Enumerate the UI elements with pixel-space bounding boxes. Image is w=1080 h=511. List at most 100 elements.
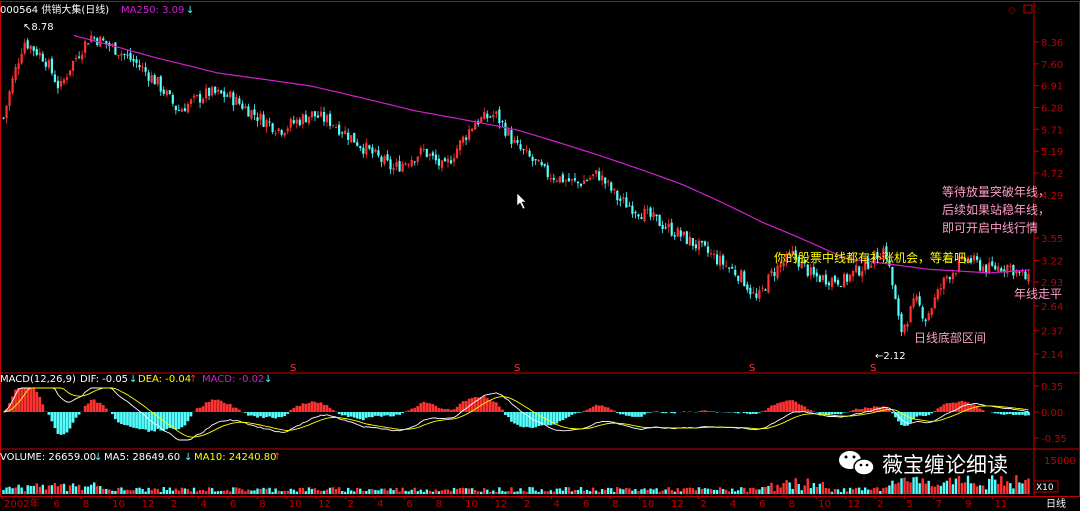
candle-body xyxy=(331,125,335,127)
candle-body xyxy=(398,160,401,172)
candle-body xyxy=(592,174,595,176)
candle-body xyxy=(595,170,598,174)
watermark: 薇宝缠论细读 xyxy=(839,451,1008,477)
candle-body xyxy=(344,130,347,135)
candle-body xyxy=(664,227,667,229)
candle-body xyxy=(165,90,168,96)
candle-body xyxy=(471,128,474,132)
candle-body xyxy=(809,267,812,276)
candle-body xyxy=(737,275,740,281)
candle-body xyxy=(38,52,41,56)
time-tick-label: 10 xyxy=(642,499,655,510)
annotation-rebound: 你的股票中线都有补涨机会，等着吧。 xyxy=(774,250,978,265)
macd-tick-label: 0.00 xyxy=(1041,408,1063,419)
candle-body xyxy=(304,114,307,123)
candle-body xyxy=(652,212,655,218)
candle-body xyxy=(468,129,471,140)
price-tick-label: 3.22 xyxy=(1041,256,1063,267)
wechat-logo-eye xyxy=(859,463,863,467)
candle-body xyxy=(858,266,861,276)
candle-body xyxy=(232,92,235,106)
candle-body xyxy=(32,46,35,51)
candle-body xyxy=(746,284,749,290)
watermark-text: 薇宝缠论细读 xyxy=(882,453,1008,477)
candle-body xyxy=(501,121,504,123)
candle-body xyxy=(903,324,906,333)
candle-body xyxy=(700,240,704,243)
candle-body xyxy=(785,253,788,263)
candle-body xyxy=(455,148,459,159)
candle-body xyxy=(325,115,329,123)
candle-body xyxy=(120,53,123,56)
candle-body xyxy=(791,250,794,254)
candle-body xyxy=(461,136,465,143)
candle-body xyxy=(1012,264,1015,276)
candle-body xyxy=(610,182,613,191)
candle-body xyxy=(440,160,444,168)
candle-body xyxy=(44,61,47,67)
candle-body xyxy=(776,265,779,279)
candle-body xyxy=(613,188,616,191)
time-tick-label: 8 xyxy=(789,499,795,510)
candle-body xyxy=(265,119,268,128)
candle-body xyxy=(619,198,622,201)
time-tick-label: 4 xyxy=(553,499,559,510)
signal-marker: S xyxy=(749,363,755,374)
candle-body xyxy=(888,259,891,267)
candle-body xyxy=(23,42,26,54)
candle-body xyxy=(84,41,87,53)
diamond-icon[interactable]: ◇ xyxy=(1008,5,1016,16)
candle-body xyxy=(407,164,410,166)
time-tick-label: 2 xyxy=(524,499,530,510)
candle-body xyxy=(688,236,691,246)
candle-body xyxy=(773,271,776,276)
candle-body xyxy=(870,265,873,268)
candle-body xyxy=(144,67,147,72)
candle-body xyxy=(939,288,942,290)
volume-ma5: MA5: 28649.60 xyxy=(104,452,180,463)
candle-body xyxy=(985,264,988,274)
candle-body xyxy=(217,89,220,92)
candle-body xyxy=(126,54,129,56)
annotation-wait-1: 等待放量突破年线， xyxy=(942,184,1050,199)
candle-body xyxy=(616,191,619,201)
candle-body xyxy=(486,113,489,119)
candle-body xyxy=(498,109,501,124)
signal-marker: S xyxy=(870,363,876,374)
candle-body xyxy=(241,103,244,109)
candle-body xyxy=(758,289,761,299)
candle-body xyxy=(11,78,14,94)
candle-body xyxy=(78,56,81,58)
candle-body xyxy=(183,108,187,112)
time-tick-label: 12 xyxy=(848,499,861,510)
candle-body xyxy=(694,244,697,249)
time-tick-label: 6 xyxy=(583,499,589,510)
candle-body xyxy=(924,319,927,322)
volume-value: VOLUME: 26659.00 xyxy=(0,452,96,463)
candle-body xyxy=(1006,265,1009,274)
candle-body xyxy=(658,214,661,227)
candle-body xyxy=(177,109,180,111)
macd-tick-label: -0.35 xyxy=(1041,434,1067,445)
candle-body xyxy=(446,158,450,163)
time-tick-label: 6 xyxy=(230,499,236,510)
candle-body xyxy=(8,91,11,107)
candle-body xyxy=(1027,273,1030,282)
window-box-icon[interactable] xyxy=(1023,4,1033,14)
candle-body xyxy=(322,112,326,122)
candle-body xyxy=(558,176,561,183)
low-price-mark: ←2.12 xyxy=(875,351,906,362)
macd-dea: DEA: -0.04 xyxy=(138,374,191,385)
candle-body xyxy=(670,222,673,236)
candle-body xyxy=(235,96,238,105)
candle-body xyxy=(715,254,719,265)
macd-axis: 0.35 0.00 -0.35 xyxy=(1034,382,1067,445)
candle-body xyxy=(528,150,531,157)
candle-body xyxy=(283,132,286,136)
candle-body xyxy=(277,128,280,132)
ma250-arrow-icon: ↓ xyxy=(186,5,194,16)
candle-body xyxy=(132,58,135,62)
candle-body xyxy=(174,105,177,111)
candle-body xyxy=(195,95,199,97)
candle-body xyxy=(975,256,979,260)
